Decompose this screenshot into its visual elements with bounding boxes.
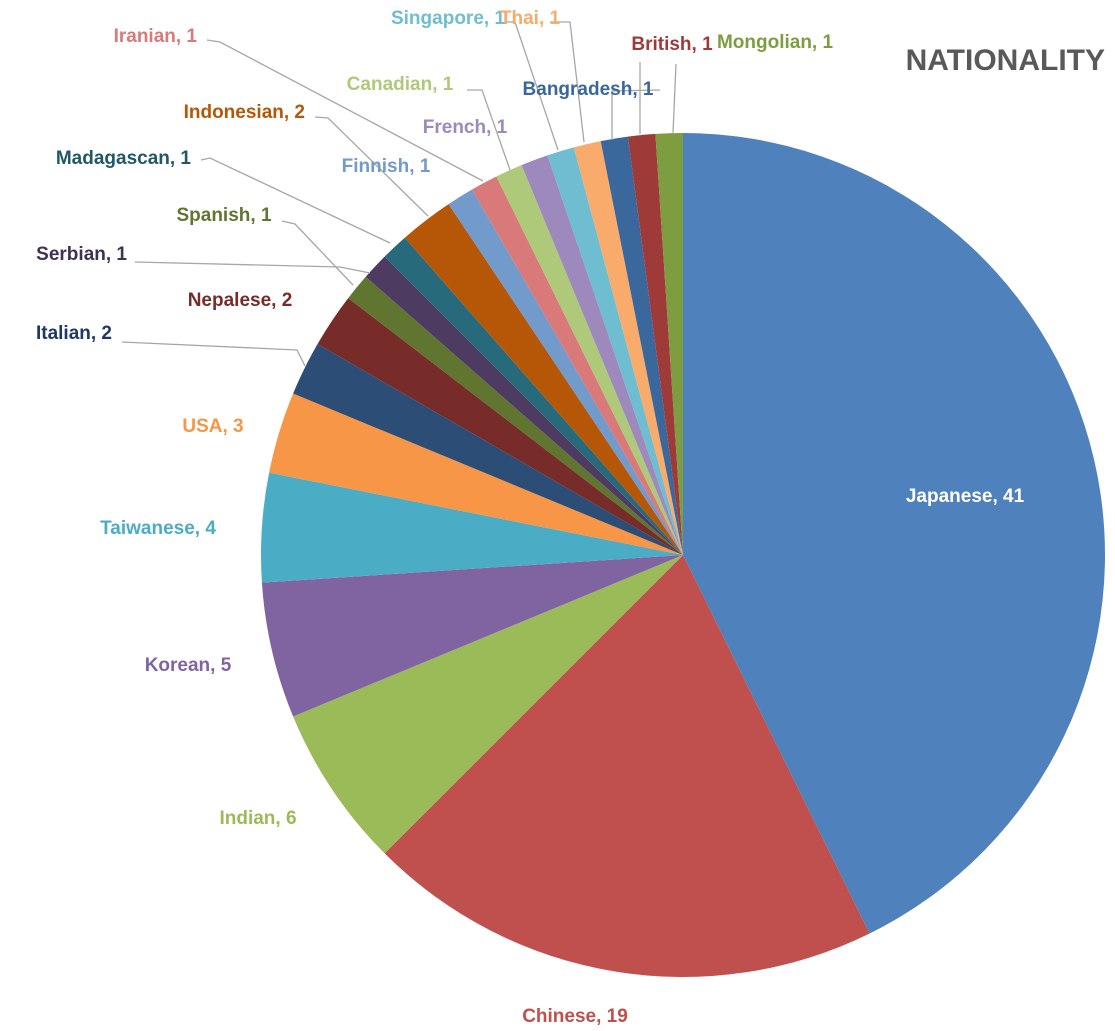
data-label-indian: Indian, 6 <box>219 808 296 829</box>
data-label-british: British, 1 <box>631 34 713 55</box>
data-label-french: French, 1 <box>423 117 508 138</box>
leader-line-canadian <box>467 89 511 171</box>
pie-slices <box>260 133 1106 978</box>
data-label-serbian: Serbian, 1 <box>36 244 127 265</box>
slice-british <box>627 133 683 555</box>
leader-line-iranian <box>206 39 484 182</box>
slice-korean <box>261 555 683 717</box>
data-label-indonesian: Indonesian, 2 <box>184 102 305 123</box>
data-labels: Japanese, 41 Chinese, 19 Indian, 6 Korean, … <box>36 8 1025 1027</box>
data-label-chinese: Chinese, 19 <box>522 1006 628 1027</box>
leader-line-indonesian <box>314 116 429 217</box>
data-label-japanese: Japanese, 41 <box>906 486 1025 507</box>
data-label-thai: Thai, 1 <box>500 8 561 29</box>
data-label-finnish: Finnish, 1 <box>342 156 431 177</box>
slice-usa <box>269 393 683 555</box>
data-label-korean: Korean, 5 <box>145 655 232 676</box>
slice-indian <box>293 555 683 854</box>
leader-line-spanish <box>281 220 354 286</box>
leader-line-madagascan <box>200 157 391 244</box>
leader-line-italian <box>121 341 306 367</box>
slice-madagascan <box>384 237 683 555</box>
slice-chinese <box>384 555 870 978</box>
data-label-taiwanese: Taiwanese, 4 <box>100 518 216 539</box>
data-label-bangradesh: Bangradesh, 1 <box>523 79 654 100</box>
slice-italian <box>293 344 683 555</box>
data-label-usa: USA, 3 <box>182 416 243 437</box>
slice-canadian <box>496 165 683 555</box>
slice-bangradesh <box>600 136 683 556</box>
slice-japanese <box>683 133 1106 934</box>
slice-french <box>521 155 683 555</box>
leader-line-serbian <box>134 261 371 274</box>
data-label-spanish: Spanish, 1 <box>176 205 271 226</box>
slice-serbian <box>365 256 683 555</box>
data-label-mongolian: Mongolian, 1 <box>717 32 834 53</box>
slice-singapore <box>547 147 683 555</box>
data-label-italian: Italian, 2 <box>36 323 112 344</box>
slice-spanish <box>348 276 683 555</box>
slice-iranian <box>472 176 683 555</box>
data-label-nepalese: Nepalese, 2 <box>188 290 293 311</box>
slice-mongolian <box>655 133 683 555</box>
leader-line-bangradesh <box>611 89 661 140</box>
data-label-singapore: Singapore, 1 <box>391 8 505 29</box>
data-label-madagascan: Madagascan, 1 <box>56 148 192 169</box>
slice-taiwanese <box>260 472 683 583</box>
leader-lines <box>121 21 677 367</box>
leader-line-singapore <box>506 21 559 151</box>
chart-title: NATIONALITY <box>906 44 1105 77</box>
leader-line-mongolian <box>672 63 677 134</box>
slice-thai <box>573 141 683 556</box>
leader-line-thai <box>550 21 585 143</box>
slice-indonesian <box>404 204 683 555</box>
slice-nepalese <box>317 298 683 555</box>
data-label-canadian: Canadian, 1 <box>347 74 454 95</box>
slice-finnish <box>448 189 683 556</box>
data-label-iranian: Iranian, 1 <box>114 26 198 47</box>
